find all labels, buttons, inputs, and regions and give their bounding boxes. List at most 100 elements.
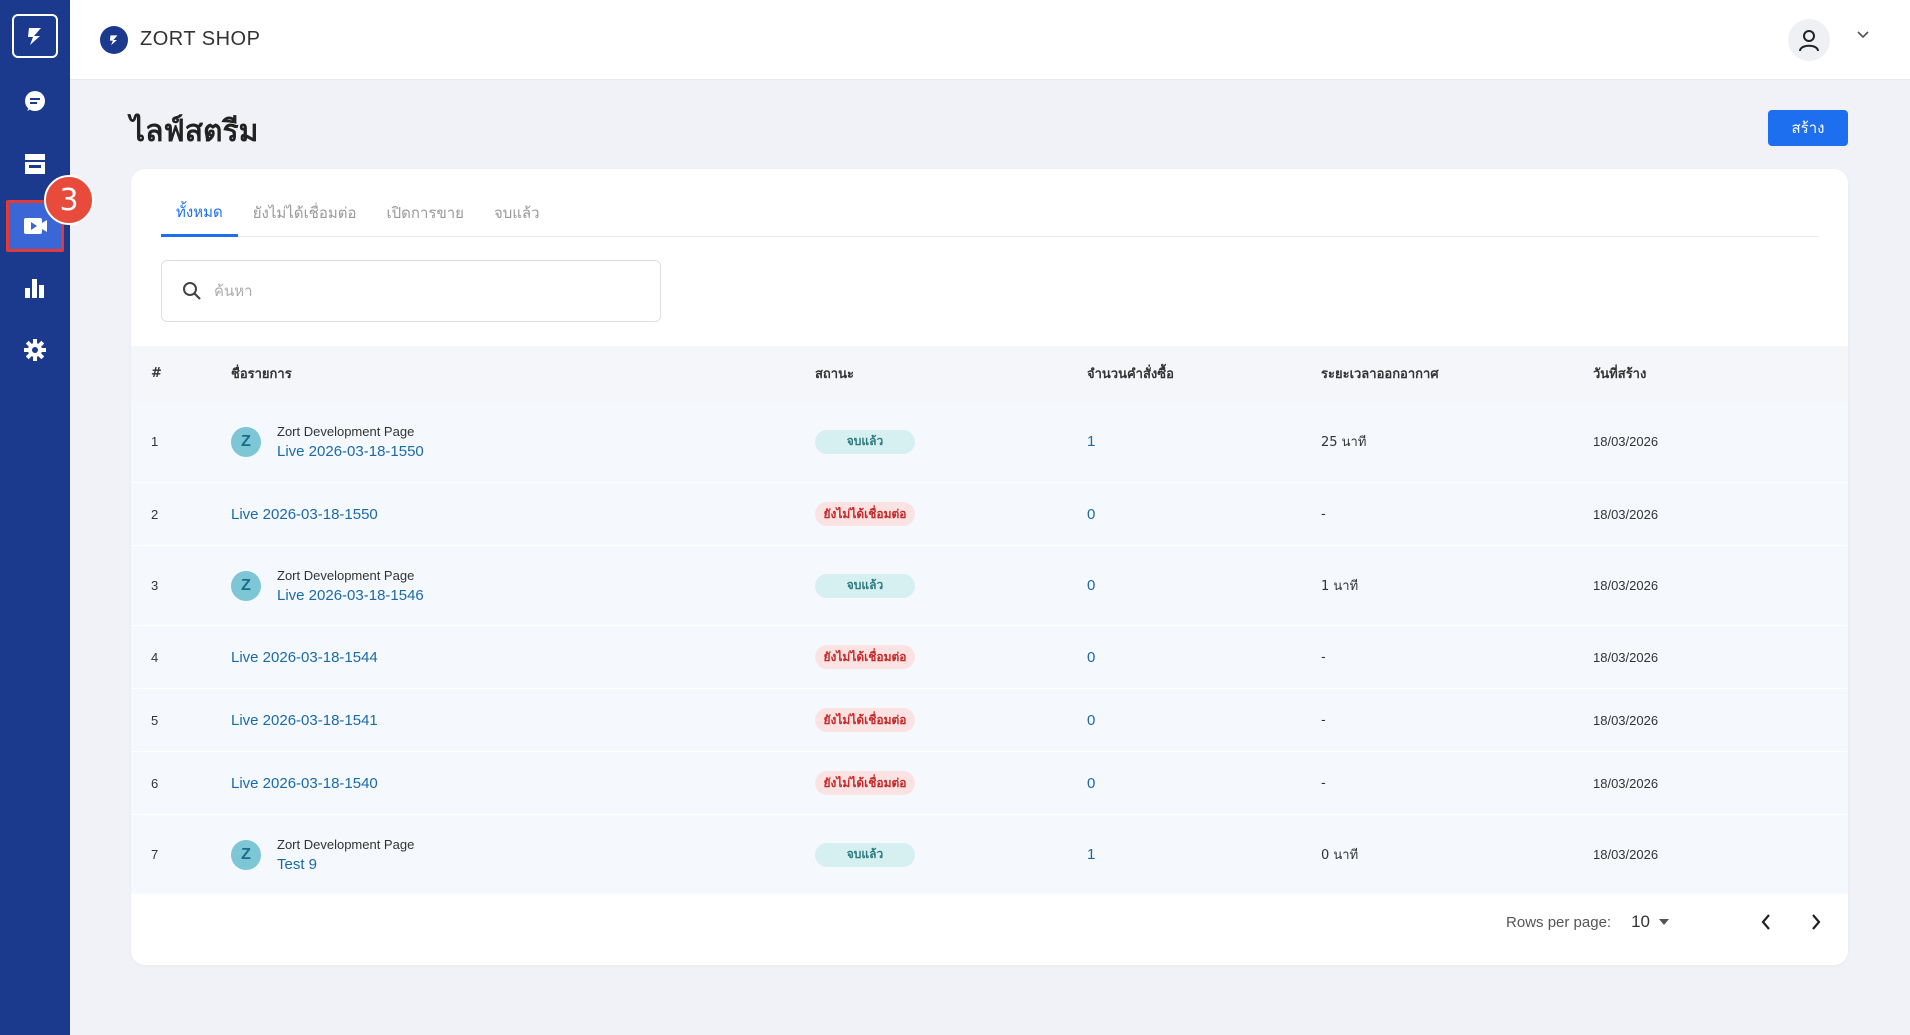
status-badge: ยังไม่ได้เชื่อมต่อ (815, 502, 915, 526)
table-header: # ชื่อรายการ สถานะ จำนวนคำสั่งซื้อ ระยะเ… (131, 346, 1848, 401)
row-orders-cell: 0 (1087, 712, 1321, 729)
table-row[interactable]: 3 Z Zort Development Page Live 2026-03-18-1… (131, 546, 1848, 626)
table-row[interactable]: 5 Live 2026-03-18-1541 ยังไม่ได้เชื่อมต่อ 0… (131, 689, 1848, 752)
col-header-status: สถานะ (815, 367, 854, 382)
row-title-cell: Z Zort Development Page Live 2026-03-18-15… (231, 424, 815, 460)
chevron-left-icon (1761, 914, 1770, 930)
row-duration: - (1321, 506, 1326, 522)
live-name-link[interactable]: Live 2026-03-18-1546 (277, 586, 424, 604)
row-orders-cell: 1 (1087, 433, 1321, 450)
tab-not-connected[interactable]: ยังไม่ได้เชื่อมต่อ (252, 204, 357, 222)
sidebar-item-store[interactable] (9, 138, 61, 190)
facebook-page-avatar-icon: Z (231, 839, 261, 870)
row-status-cell: จบแล้ว (815, 429, 1087, 454)
row-number: 1 (151, 434, 159, 449)
live-name-link[interactable]: Live 2026-03-18-1544 (231, 648, 378, 666)
livestream-table: # ชื่อรายการ สถานะ จำนวนคำสั่งซื้อ ระยะเ… (131, 346, 1848, 895)
order-count[interactable]: 0 (1087, 648, 1096, 666)
order-count[interactable]: 0 (1087, 711, 1096, 729)
row-title-group: Zort Development Page Test 9 (277, 837, 414, 873)
status-badge: ยังไม่ได้เชื่อมต่อ (815, 645, 915, 669)
facebook-page-avatar-icon: Z (231, 570, 261, 601)
row-orders-cell: 0 (1087, 506, 1321, 523)
table-row[interactable]: 2 Live 2026-03-18-1550 ยังไม่ได้เชื่อมต่อ 0… (131, 483, 1848, 546)
gear-icon (24, 339, 46, 361)
sidebar-item-chat[interactable] (9, 76, 61, 128)
row-title-cell: Live 2026-03-18-1544 (231, 649, 815, 666)
store-icon (25, 154, 45, 174)
search-icon (183, 282, 201, 300)
sidebar-item-settings[interactable] (9, 324, 61, 376)
row-created-date: 18/03/2026 (1593, 578, 1659, 593)
row-title-cell: Live 2026-03-18-1550 (231, 506, 815, 523)
order-count[interactable]: 1 (1087, 433, 1096, 450)
livestream-card: ทั้งหมด ยังไม่ได้เชื่อมต่อ เปิดการขาย จบ… (131, 169, 1848, 965)
step-badge: 3 (44, 175, 94, 225)
chevron-down-icon[interactable] (1856, 30, 1870, 40)
create-button[interactable]: สร้าง (1768, 110, 1848, 146)
row-created-date: 18/03/2026 (1593, 649, 1659, 665)
prev-page-button[interactable] (1754, 910, 1778, 934)
row-created-date: 18/03/2026 (1593, 775, 1659, 791)
live-name-link[interactable]: Test 9 (277, 855, 318, 873)
table-row[interactable]: 1 Z Zort Development Page Live 2026-03-18-1… (131, 401, 1848, 483)
row-duration: - (1321, 712, 1326, 728)
tab-ended[interactable]: จบแล้ว (493, 204, 540, 222)
page-name: Zort Development Page (277, 836, 415, 852)
pager (1754, 910, 1828, 934)
row-created-date: 18/03/2026 (1593, 712, 1659, 728)
sidebar-item-livestream[interactable]: 3 (6, 175, 94, 252)
live-name-link[interactable]: Live 2026-03-18-1540 (231, 774, 378, 792)
rows-per-page-value: 10 (1631, 912, 1650, 931)
table-row[interactable]: 7 Z Zort Development Page Test 9 จบแล้ว 1 0 นา… (131, 815, 1848, 895)
tab-selling[interactable]: เปิดการขาย (386, 204, 464, 222)
top-bar: ZORT SHOP (70, 0, 1910, 80)
next-page-button[interactable] (1804, 910, 1828, 934)
row-title-group: Live 2026-03-18-1541 (231, 712, 378, 729)
order-count[interactable]: 0 (1087, 577, 1096, 594)
sidebar: 3 (0, 0, 94, 1035)
bar-chart-icon (25, 279, 44, 298)
status-badge: จบแล้ว (815, 429, 915, 454)
row-created-date: 18/03/2026 (1593, 506, 1659, 522)
tab-all[interactable]: ทั้งหมด (161, 189, 238, 237)
user-icon (1799, 30, 1819, 52)
sidebar-item-reports[interactable] (9, 262, 61, 314)
chat-icon (25, 91, 45, 111)
facebook-page-avatar-icon: Z (231, 426, 261, 457)
order-count[interactable]: 0 (1087, 505, 1096, 523)
caret-down-icon (1659, 919, 1669, 925)
row-number: 4 (151, 649, 159, 665)
live-name-link[interactable]: Live 2026-03-18-1550 (277, 442, 424, 460)
col-header-duration: ระยะเวลาออกอากาศ (1321, 367, 1439, 382)
rows-per-page-select[interactable]: 10 (1631, 912, 1670, 932)
row-status-cell: ยังไม่ได้เชื่อมต่อ (815, 645, 1087, 669)
row-status-cell: จบแล้ว (815, 573, 1087, 598)
live-name-link[interactable]: Live 2026-03-18-1541 (231, 711, 378, 729)
row-number: 2 (151, 506, 159, 522)
zort-logo-icon (28, 28, 41, 45)
row-number: 7 (151, 847, 159, 862)
chevron-right-icon (1812, 914, 1821, 930)
search-box (161, 260, 661, 322)
row-title-group: Live 2026-03-18-1550 (231, 506, 378, 523)
table-row[interactable]: 6 Live 2026-03-18-1540 ยังไม่ได้เชื่อมต่อ 0… (131, 752, 1848, 815)
row-title-cell: Live 2026-03-18-1540 (231, 775, 815, 792)
order-count[interactable]: 1 (1087, 846, 1096, 863)
col-header-orders: จำนวนคำสั่งซื้อ (1087, 367, 1174, 382)
status-tabs: ทั้งหมด ยังไม่ได้เชื่อมต่อ เปิดการขาย จบ… (161, 189, 1818, 237)
row-title-group: Zort Development Page Live 2026-03-18-155… (277, 424, 424, 460)
row-title-cell: Live 2026-03-18-1541 (231, 712, 815, 729)
page-title: ไลฟ์สตรีม (130, 115, 259, 148)
order-count[interactable]: 0 (1087, 774, 1096, 792)
search-input[interactable] (214, 282, 634, 300)
app-logo[interactable] (12, 14, 58, 58)
table-body: 1 Z Zort Development Page Live 2026-03-18-1… (131, 401, 1848, 895)
user-avatar[interactable] (1788, 19, 1830, 61)
row-created-date: 18/03/2026 (1593, 434, 1659, 449)
row-number: 5 (151, 712, 159, 728)
table-row[interactable]: 4 Live 2026-03-18-1544 ยังไม่ได้เชื่อมต่อ 0… (131, 626, 1848, 689)
row-title-cell: Z Zort Development Page Test 9 (231, 837, 815, 873)
live-name-link[interactable]: Live 2026-03-18-1550 (231, 505, 378, 523)
row-duration: - (1321, 649, 1326, 665)
